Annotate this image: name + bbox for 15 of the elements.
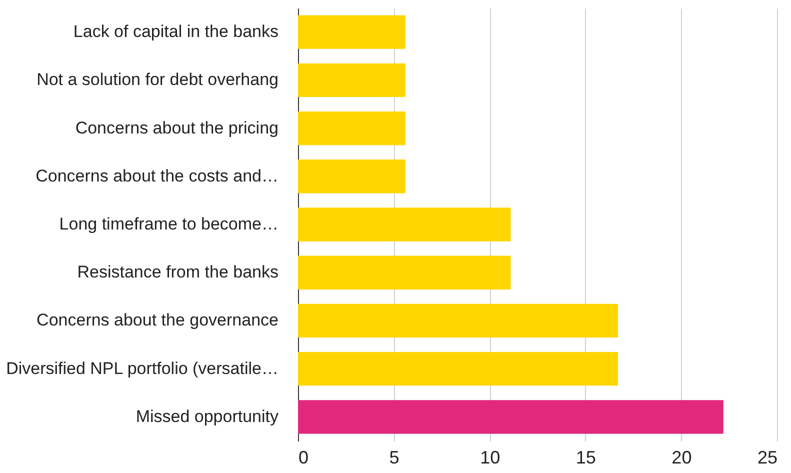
- y-tick-label: Resistance from the banks: [77, 262, 278, 282]
- y-tick-label: Long timeframe to become…: [59, 214, 278, 234]
- x-tick-label: 15: [576, 448, 596, 468]
- y-tick-label: Missed opportunity: [136, 406, 279, 426]
- y-tick-label: Concerns about the costs and…: [36, 166, 278, 186]
- y-tick-label: Concerns about the pricing: [75, 118, 278, 138]
- y-tick-label: Lack of capital in the banks: [73, 22, 278, 42]
- x-tick-label: 25: [757, 448, 778, 468]
- x-tick-label: 20: [672, 448, 692, 468]
- x-tick-label: 5: [389, 448, 400, 468]
- y-tick-label: Diversified NPL portfolio (versatile…: [6, 358, 278, 378]
- y-tick-label: Concerns about the governance: [36, 310, 278, 330]
- x-tick-label: 10: [480, 448, 500, 468]
- x-tick-label: 0: [298, 448, 309, 468]
- y-tick-label: Not a solution for debt overhang: [36, 70, 278, 90]
